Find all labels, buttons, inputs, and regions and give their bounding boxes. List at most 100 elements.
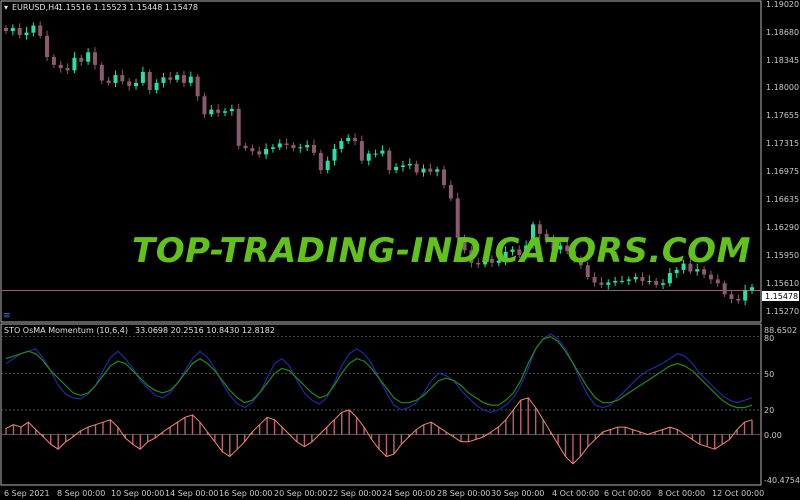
indicator-tick: 0.00 bbox=[764, 431, 782, 440]
candle-body bbox=[489, 258, 494, 263]
candle-body bbox=[366, 153, 371, 161]
candle-body bbox=[708, 274, 713, 280]
candle-body bbox=[120, 75, 125, 82]
candle-body bbox=[113, 75, 118, 83]
time-tick: 20 Sep 00:00 bbox=[274, 489, 327, 498]
candle-body bbox=[455, 198, 460, 238]
one-click-trading-icon[interactable]: ≡ bbox=[3, 311, 11, 321]
candle-body bbox=[51, 57, 56, 65]
candle-body bbox=[394, 167, 399, 171]
candle-body bbox=[387, 150, 392, 171]
candle-body bbox=[209, 109, 214, 115]
candle-body bbox=[154, 82, 159, 90]
candle-body bbox=[435, 169, 440, 172]
candle-body bbox=[530, 224, 535, 246]
candle-body bbox=[544, 233, 549, 241]
price-tick: 1.15950 bbox=[766, 251, 799, 260]
candle-body bbox=[503, 251, 508, 261]
candle-body bbox=[654, 280, 659, 285]
candle-body bbox=[175, 75, 180, 80]
candle-body bbox=[243, 145, 248, 149]
candle-body bbox=[599, 282, 604, 285]
time-tick: 16 Sep 00:00 bbox=[219, 489, 272, 498]
candle-body bbox=[688, 263, 693, 272]
candle-body bbox=[510, 249, 515, 252]
ohlc-readout: 1.15516 1.15523 1.15448 1.15478 bbox=[58, 3, 198, 12]
candle-body bbox=[715, 279, 720, 284]
candle-body bbox=[250, 148, 255, 152]
candle-body bbox=[722, 283, 727, 295]
candle-body bbox=[202, 96, 207, 115]
candle-body bbox=[106, 80, 111, 83]
current-price-marker bbox=[762, 291, 799, 301]
candle-body bbox=[223, 111, 228, 113]
candle-body bbox=[257, 151, 262, 155]
candle-body bbox=[400, 165, 405, 167]
candle-body bbox=[79, 57, 84, 62]
symbol-icon: ▾ bbox=[4, 3, 8, 12]
candle-body bbox=[551, 240, 556, 250]
candle-body bbox=[476, 262, 481, 265]
candle-body bbox=[45, 35, 50, 57]
candle-body bbox=[339, 141, 344, 149]
time-tick: 28 Sep 00:00 bbox=[437, 489, 490, 498]
candle-body bbox=[264, 148, 269, 155]
candle-body bbox=[681, 263, 686, 270]
candle-body bbox=[428, 168, 433, 172]
price-tick: 1.16290 bbox=[766, 223, 799, 232]
time-tick: 6 Oct 00:00 bbox=[604, 489, 651, 498]
candle-body bbox=[462, 237, 467, 251]
candle-body bbox=[311, 145, 316, 153]
candle-body bbox=[24, 32, 29, 35]
time-tick: 6 Sep 2021 bbox=[4, 489, 50, 498]
indicator-tick: 88.6502 bbox=[764, 326, 797, 335]
candle-body bbox=[99, 64, 104, 81]
symbol-label: EURUSD,H4 bbox=[12, 3, 59, 12]
price-tick: 1.15270 bbox=[766, 307, 799, 316]
indicator-tick: 80 bbox=[764, 334, 774, 343]
time-tick: 22 Sep 00:00 bbox=[328, 489, 381, 498]
time-tick: 24 Sep 00:00 bbox=[382, 489, 435, 498]
candle-body bbox=[359, 141, 364, 161]
indicator-tick: -40.4754 bbox=[764, 476, 800, 485]
price-tick: 1.16975 bbox=[766, 167, 799, 176]
candle-body bbox=[4, 27, 8, 32]
candle-body bbox=[407, 163, 412, 166]
indicator-values: 33.0698 20.2516 10.8430 12.8182 bbox=[135, 326, 275, 335]
candle-body bbox=[195, 76, 200, 97]
indicator-tick: 50 bbox=[764, 370, 774, 379]
candle-body bbox=[640, 277, 645, 281]
candle-body bbox=[31, 25, 36, 33]
price-tick: 1.18000 bbox=[766, 83, 799, 92]
time-tick: 30 Sep 00:00 bbox=[491, 489, 544, 498]
price-tick: 1.15610 bbox=[766, 279, 799, 288]
candle-body bbox=[65, 68, 70, 71]
time-tick: 12 Oct 00:00 bbox=[712, 489, 764, 498]
price-tick: 1.19020 bbox=[766, 0, 799, 9]
candle-body bbox=[578, 258, 583, 266]
candle-body bbox=[305, 145, 310, 148]
candle-body bbox=[229, 108, 234, 112]
candle-body bbox=[353, 137, 358, 142]
candle-body bbox=[517, 249, 522, 255]
candle-body bbox=[558, 245, 563, 250]
candle-body bbox=[277, 143, 282, 148]
time-tick: 4 Oct 00:00 bbox=[552, 489, 599, 498]
candle-body bbox=[661, 283, 666, 285]
price-tick: 1.17315 bbox=[766, 139, 799, 148]
candle-body bbox=[58, 64, 63, 68]
candle-body bbox=[537, 224, 542, 234]
candle-body bbox=[613, 280, 618, 283]
candle-body bbox=[318, 152, 323, 171]
candle-body bbox=[496, 260, 501, 263]
candle-body bbox=[469, 250, 474, 263]
candle-body bbox=[729, 294, 734, 299]
current-price-label: 1.15478 bbox=[765, 292, 798, 301]
price-tick: 1.16635 bbox=[766, 195, 799, 204]
candle-body bbox=[606, 282, 611, 285]
candle-body bbox=[524, 245, 529, 255]
candle-body bbox=[750, 287, 754, 291]
candle-body bbox=[421, 168, 426, 173]
candle-body bbox=[216, 109, 221, 113]
